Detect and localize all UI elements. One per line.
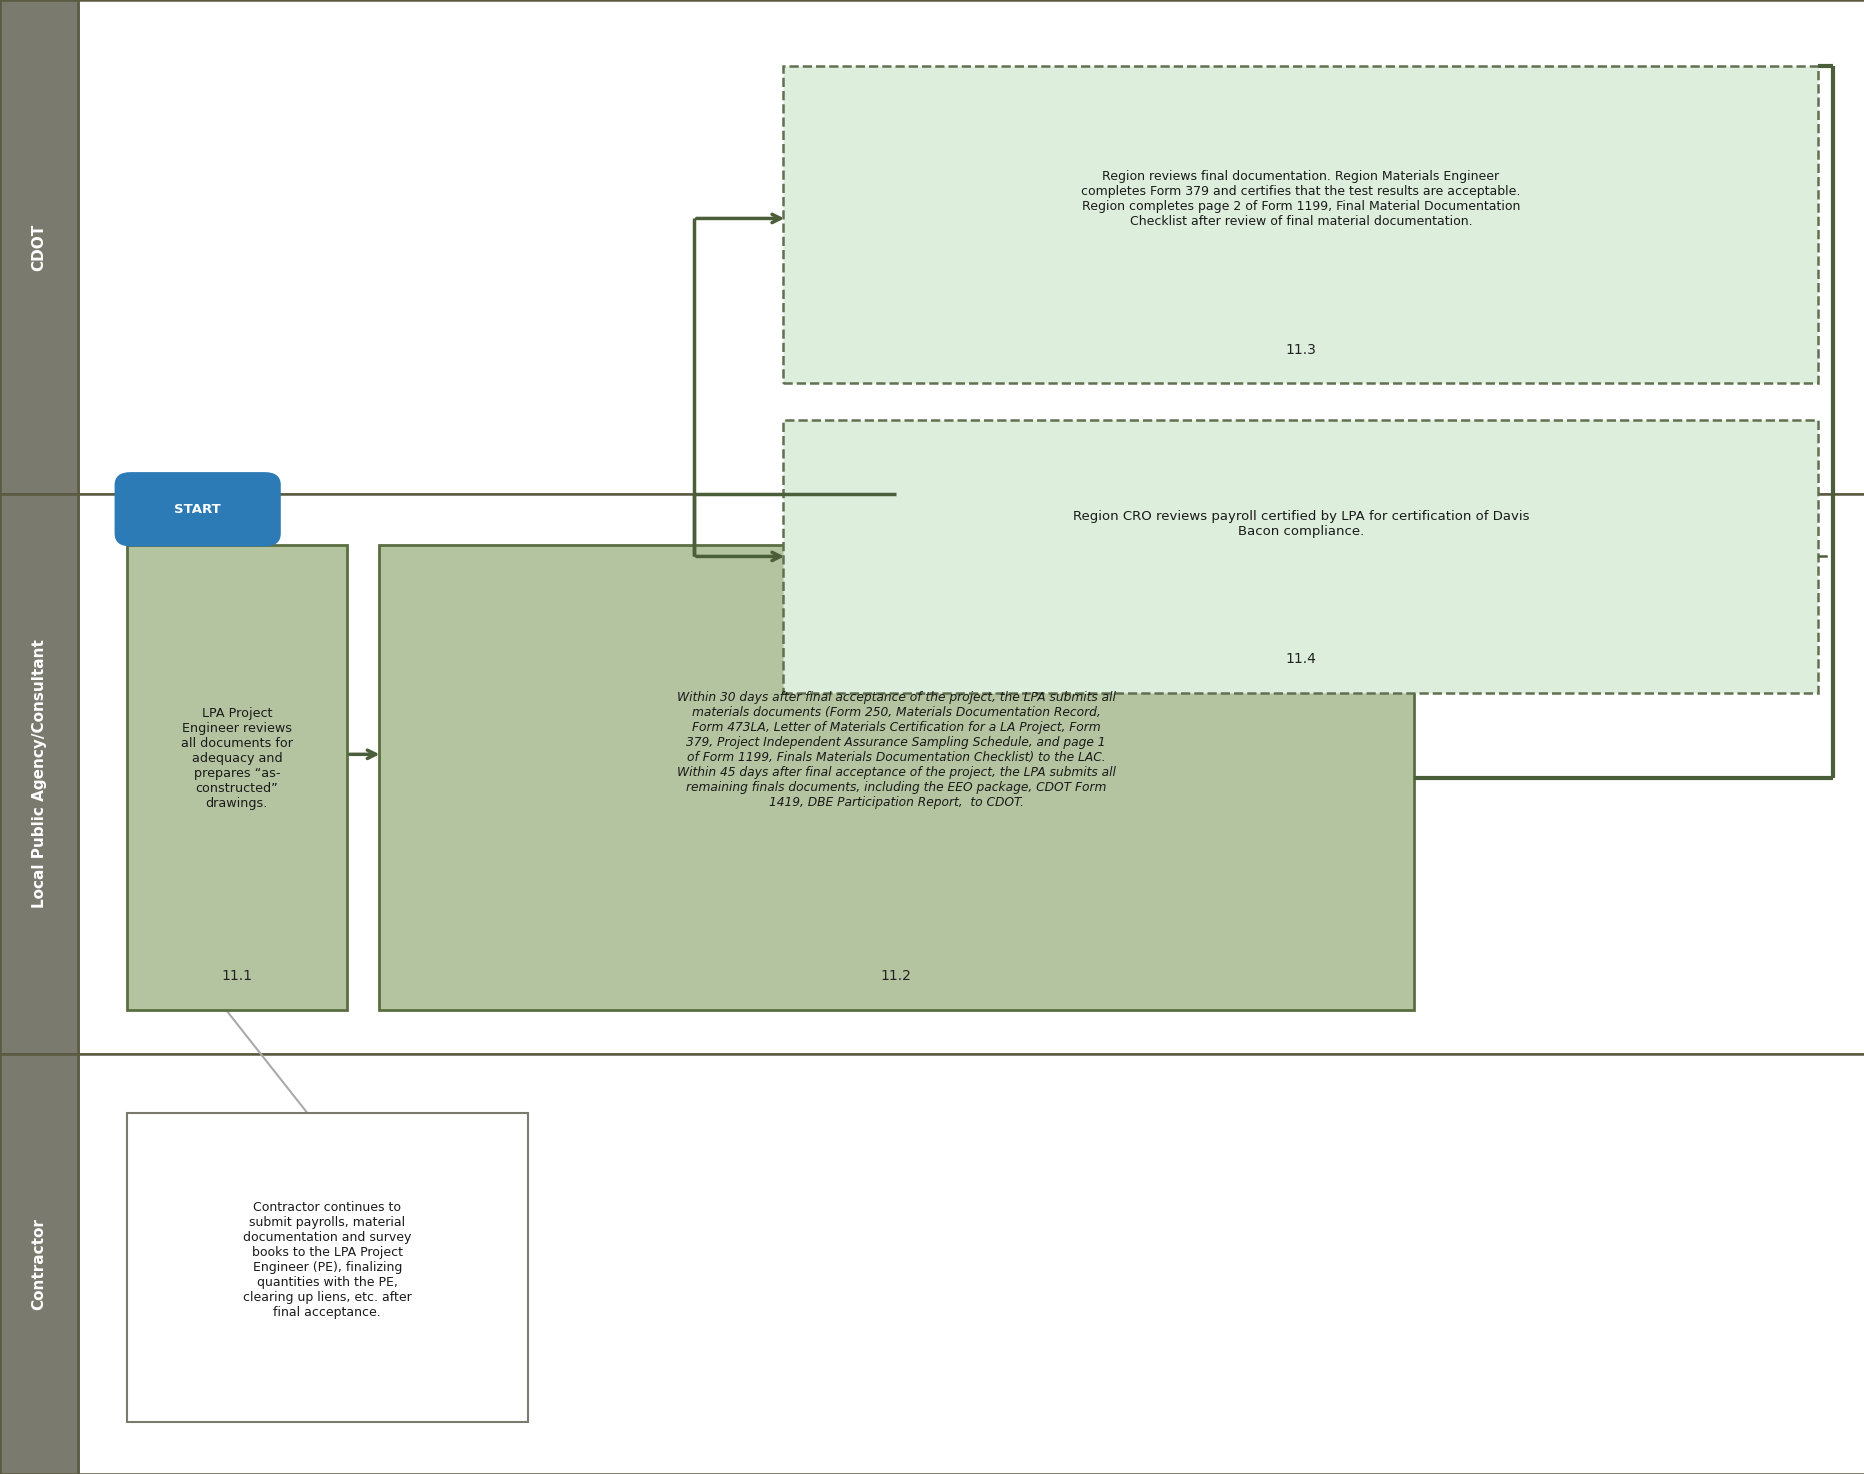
Text: Contractor continues to
submit payrolls, material
documentation and survey
books: Contractor continues to submit payrolls,…	[242, 1201, 412, 1319]
Bar	[78, 1054, 1864, 1474]
FancyBboxPatch shape	[116, 473, 280, 545]
Bar	[78, 494, 1864, 1054]
Bar	[783, 66, 1817, 383]
Text: 11.4: 11.4	[1284, 653, 1316, 666]
Text: Within 30 days after final acceptance of the project, the LPA submits all
materi: Within 30 days after final acceptance of…	[677, 691, 1115, 809]
Bar	[127, 545, 347, 1010]
Bar	[0, 0, 78, 494]
Text: START: START	[173, 503, 222, 516]
Text: Contractor: Contractor	[32, 1218, 47, 1310]
Bar	[0, 494, 78, 1054]
Text: Region reviews final documentation. Region Materials Engineer
completes Form 379: Region reviews final documentation. Regi…	[1081, 171, 1519, 228]
Bar	[0, 1054, 78, 1474]
Bar	[78, 0, 1864, 494]
Text: Region CRO reviews payroll certified by LPA for certification of Davis
Bacon com: Region CRO reviews payroll certified by …	[1072, 510, 1528, 538]
Text: CDOT: CDOT	[32, 223, 47, 271]
Text: 11.1: 11.1	[222, 970, 252, 983]
Bar	[378, 545, 1413, 1010]
Bar	[783, 420, 1817, 693]
Text: 11.3: 11.3	[1284, 343, 1316, 357]
Text: LPA Project
Engineer reviews
all documents for
adequacy and
prepares “as-
constr: LPA Project Engineer reviews all documen…	[181, 708, 293, 811]
Text: 11.2: 11.2	[880, 970, 911, 983]
Text: Local Public Agency/Consultant: Local Public Agency/Consultant	[32, 640, 47, 908]
Bar	[127, 1113, 528, 1422]
